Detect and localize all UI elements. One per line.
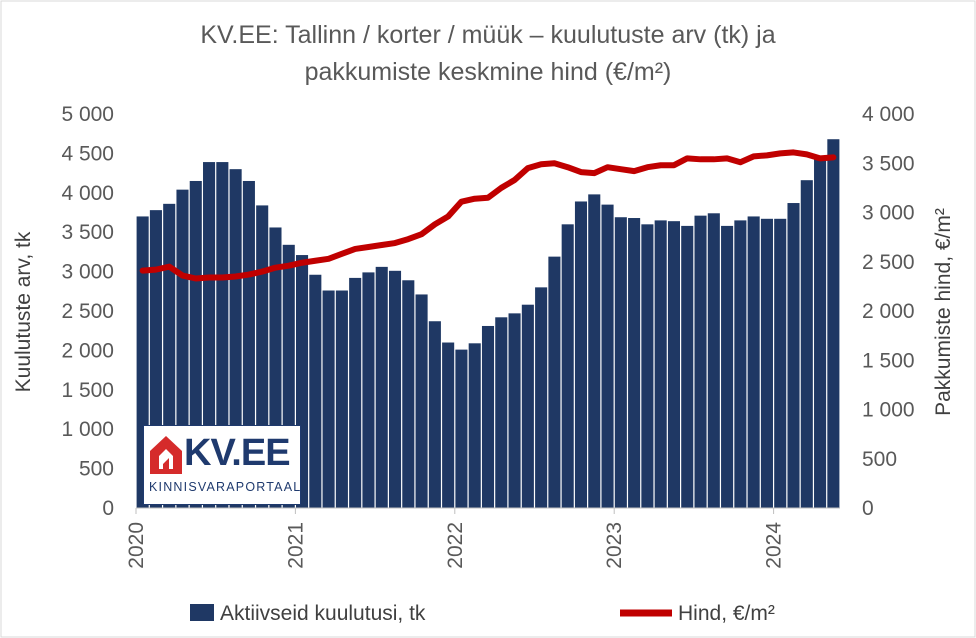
x-tick-label: 2023 (603, 522, 626, 569)
bar (694, 215, 707, 508)
right-tick-label: 2 500 (862, 251, 915, 274)
bar (588, 194, 601, 508)
bar (548, 256, 561, 508)
right-axis-title: Pakkumiste hind, €/m² (932, 208, 955, 416)
left-tick-label: 2 500 (61, 300, 114, 323)
left-tick-label: 5 000 (61, 103, 114, 126)
bar (787, 203, 800, 509)
bar (455, 349, 468, 508)
chart-title-line-1: KV.EE: Tallinn / korter / müük – kuulutu… (200, 21, 775, 49)
bar (216, 162, 229, 508)
right-tick-label: 500 (862, 448, 897, 471)
bar (721, 225, 734, 508)
right-axis: 0 500 1 000 1 500 2 000 2 500 3 000 3 500 4 000 (862, 103, 915, 520)
bar (468, 343, 481, 508)
x-tick-label: 2024 (763, 522, 786, 569)
left-tick-label: 500 (79, 458, 114, 481)
bar (734, 220, 747, 508)
logo-subtext: KINNISVARAPORTAAL (149, 480, 302, 494)
bar (309, 274, 322, 508)
legend: Aktiivseid kuulutusi, tk Hind, €/m² (190, 602, 775, 625)
bar (521, 304, 534, 508)
left-axis: 0 500 1 000 1 500 2 000 2 500 3 000 3 500 4 000 4… (61, 103, 114, 520)
bar (800, 180, 813, 508)
bar (349, 277, 362, 508)
bar (827, 139, 840, 508)
bar (814, 157, 827, 508)
bar (774, 218, 787, 509)
bar (614, 217, 627, 509)
house-icon (150, 436, 182, 474)
left-axis-title: Kuulutuste arv, tk (12, 231, 35, 392)
right-tick-label: 4 000 (862, 103, 915, 126)
bar (322, 290, 335, 508)
bar (402, 280, 415, 508)
kv-ee-logo: KV.EE KINNISVARAPORTAAL (143, 425, 301, 505)
right-tick-label: 2 000 (862, 300, 915, 323)
bar (561, 224, 574, 508)
bar (601, 204, 614, 508)
bar (641, 224, 654, 508)
logo-text: KV.EE (184, 432, 291, 474)
x-axis: 2020 2021 2022 2023 2024 (125, 507, 840, 569)
left-tick-label: 2 000 (61, 339, 114, 362)
bar (535, 287, 548, 508)
bar (574, 201, 588, 508)
bar (628, 218, 641, 508)
line-series (139, 149, 837, 282)
bar (481, 325, 495, 508)
bar (335, 290, 348, 508)
left-tick-label: 3 500 (61, 221, 114, 244)
left-tick-label: 4 500 (61, 142, 114, 165)
bar (428, 321, 441, 508)
bar (654, 220, 667, 508)
right-tick-label: 3 000 (862, 202, 915, 225)
legend-swatch-bars (190, 604, 214, 621)
bar (667, 221, 680, 509)
bar (760, 218, 773, 509)
bar (747, 216, 760, 508)
bar (388, 270, 402, 508)
bar (203, 162, 216, 508)
bar (229, 169, 242, 508)
right-tick-label: 1 000 (862, 399, 915, 422)
x-tick-label: 2020 (125, 522, 148, 569)
x-tick-label: 2022 (444, 522, 467, 569)
bar (362, 272, 375, 508)
chart-title-line-2: pakkumiste keskmine hind (€/m²) (305, 58, 672, 86)
bar (681, 225, 694, 508)
bar (375, 266, 388, 508)
price-line (139, 149, 837, 282)
right-tick-label: 3 500 (862, 152, 915, 175)
x-tick-label: 2021 (284, 522, 307, 569)
right-tick-label: 0 (862, 497, 874, 520)
bar (508, 313, 521, 508)
left-tick-label: 1 500 (61, 379, 114, 402)
right-tick-label: 1 500 (862, 349, 915, 372)
bar (707, 213, 720, 509)
left-tick-label: 4 000 (61, 182, 114, 205)
legend-label-bars: Aktiivseid kuulutusi, tk (220, 602, 426, 625)
left-tick-label: 3 000 (61, 261, 114, 284)
left-tick-label: 0 (102, 497, 114, 520)
left-tick-label: 1 000 (61, 418, 114, 441)
legend-label-line: Hind, €/m² (678, 602, 775, 625)
bar (495, 317, 508, 508)
bar (442, 342, 455, 508)
bar (415, 294, 428, 508)
